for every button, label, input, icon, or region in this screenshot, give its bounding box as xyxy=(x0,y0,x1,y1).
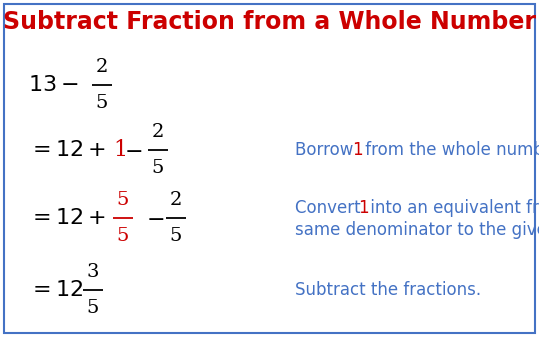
Text: 1: 1 xyxy=(113,139,127,161)
Text: 5: 5 xyxy=(170,227,182,245)
Text: $13-$: $13-$ xyxy=(28,74,79,96)
Text: Borrow: Borrow xyxy=(295,141,358,159)
Text: $-$: $-$ xyxy=(146,207,164,229)
Text: 2: 2 xyxy=(170,191,182,209)
Text: from the whole number portion.: from the whole number portion. xyxy=(360,141,539,159)
Text: 5: 5 xyxy=(117,227,129,245)
Text: 2: 2 xyxy=(152,123,164,141)
Text: $= 12+$: $= 12+$ xyxy=(28,207,106,229)
Text: 1: 1 xyxy=(352,141,363,159)
Text: into an equivalent fraction with: into an equivalent fraction with xyxy=(365,199,539,217)
Text: 5: 5 xyxy=(96,94,108,112)
Text: Convert: Convert xyxy=(295,199,366,217)
Text: 3: 3 xyxy=(87,263,99,281)
Text: 5: 5 xyxy=(117,191,129,209)
Text: 1: 1 xyxy=(358,199,369,217)
Text: 5: 5 xyxy=(152,159,164,177)
Text: 5: 5 xyxy=(87,299,99,317)
Text: Subtract Fraction from a Whole Number: Subtract Fraction from a Whole Number xyxy=(3,10,536,34)
Text: Subtract the fractions.: Subtract the fractions. xyxy=(295,281,481,299)
Text: $= 12$: $= 12$ xyxy=(28,279,84,301)
Text: $-$: $-$ xyxy=(124,139,142,161)
Text: same denominator to the given fraction.: same denominator to the given fraction. xyxy=(295,221,539,239)
Text: 2: 2 xyxy=(96,58,108,76)
Text: $= 12+$: $= 12+$ xyxy=(28,139,106,161)
